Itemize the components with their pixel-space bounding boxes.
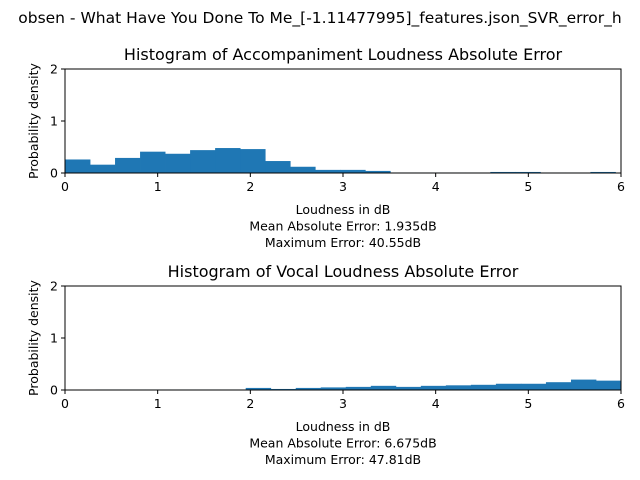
histogram-bar [315, 169, 341, 173]
x-tick-label: 3 [339, 396, 347, 411]
histogram-bar [190, 150, 216, 173]
x-tick-label: 2 [246, 179, 254, 194]
x-tick-label: 6 [617, 179, 625, 194]
histogram-bar [370, 385, 397, 390]
axes-frame [64, 285, 622, 391]
chart-title: Histogram of Vocal Loudness Absolute Err… [168, 262, 519, 281]
histogram-bar [290, 166, 316, 173]
histogram-bar [265, 161, 291, 173]
y-tick-label: 1 [50, 331, 58, 346]
x-tick-label: 3 [339, 179, 347, 194]
x-tick-label: 1 [154, 179, 162, 194]
histogram-bar [90, 164, 116, 173]
y-axis-label: Probability density [26, 279, 41, 395]
histogram-bar [495, 383, 522, 390]
histogram-bar [140, 151, 166, 173]
histogram-bar [515, 171, 541, 173]
x-tick-label: 6 [617, 396, 625, 411]
x-axis-stat-label: Mean Absolute Error: 1.935dB [249, 219, 436, 234]
histogram-bar [590, 171, 616, 173]
vocal-histogram: 0 1 2 3 4 5 6 0 1 2 Histogram of Vocal Loudness Ab… [26, 262, 625, 467]
y-tick-label: 0 [50, 166, 58, 181]
x-axis-stat-label: Maximum Error: 47.81dB [265, 452, 421, 467]
figure-suptitle: obsen - What Have You Done To Me_[-1.114… [18, 9, 621, 28]
histogram-bar [545, 382, 572, 390]
y-tick-label: 1 [50, 114, 58, 129]
histogram-bar [165, 153, 191, 173]
histogram-bar [65, 159, 91, 173]
x-tick-label: 5 [524, 179, 532, 194]
x-tick-label: 4 [432, 179, 440, 194]
chart-title: Histogram of Accompaniment Loudness Abso… [124, 45, 563, 64]
y-tick-label: 2 [50, 62, 58, 77]
x-tick-label: 1 [154, 396, 162, 411]
x-tick-label: 5 [524, 396, 532, 411]
histogram-bar [470, 384, 497, 390]
histogram-bar [395, 386, 422, 390]
histogram-bar [240, 149, 266, 173]
histogram-bar [445, 385, 472, 390]
histogram-bar [270, 388, 297, 390]
x-axis-stat-label: Mean Absolute Error: 6.675dB [249, 436, 436, 451]
histogram-bar [420, 385, 447, 390]
histogram-bar [520, 383, 547, 390]
histogram-bar [115, 157, 141, 173]
x-tick-label: 4 [432, 396, 440, 411]
y-tick-label: 0 [50, 383, 58, 398]
y-axis-label: Probability density [26, 62, 41, 178]
histogram-bar [345, 386, 372, 390]
x-tick-label: 0 [61, 396, 69, 411]
x-axis-label: Loudness in dB [296, 202, 391, 217]
histogram-bar [215, 148, 241, 173]
histogram-bar [595, 380, 622, 390]
histogram-bar [340, 169, 366, 173]
histogram-bar [245, 387, 272, 390]
x-axis-stat-label: Maximum Error: 40.55dB [265, 235, 421, 250]
histogram-bar [570, 379, 597, 390]
accompaniment-histogram: 0 1 2 3 4 5 6 0 1 2 Histogram of Accompaniment Lou… [26, 45, 625, 250]
histogram-bar [295, 387, 322, 390]
histogram-bar [365, 170, 391, 173]
x-tick-label: 0 [61, 179, 69, 194]
x-axis-label: Loudness in dB [296, 419, 391, 434]
y-tick-label: 2 [50, 279, 58, 294]
x-tick-label: 2 [246, 396, 254, 411]
histogram-bar [490, 171, 516, 173]
histogram-bar [320, 387, 347, 390]
